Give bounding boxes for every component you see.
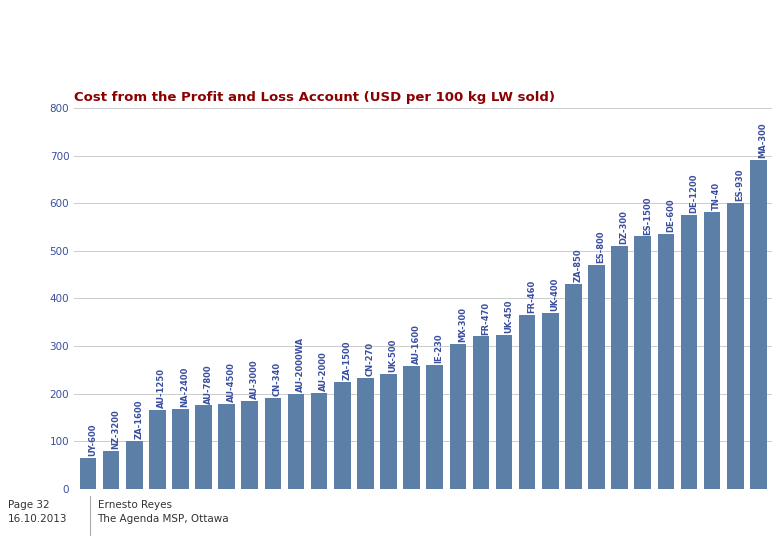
Bar [264,399,282,489]
Bar [519,315,536,489]
Text: DZ-300: DZ-300 [619,210,629,244]
Text: AU-3000: AU-3000 [250,359,259,399]
Text: ES-800: ES-800 [597,231,605,263]
Text: UK-400: UK-400 [550,278,559,310]
Text: AU-2000: AU-2000 [319,351,328,390]
Text: AU-1600: AU-1600 [412,324,420,364]
Text: IE-230: IE-230 [434,333,444,363]
Bar [242,401,258,489]
Bar [403,366,420,489]
Bar [750,160,767,489]
Bar [542,313,558,489]
Text: MA-300: MA-300 [758,123,768,158]
Bar [658,234,674,489]
Bar [727,203,743,489]
Text: Page 32
16.10.2013: Page 32 16.10.2013 [8,500,67,524]
Text: Cost from the Profit and Loss Account (USD per 100 kg LW sold): Cost from the Profit and Loss Account (U… [74,91,555,104]
Text: ZA-1500: ZA-1500 [342,340,351,380]
Text: DE-1200: DE-1200 [689,174,698,213]
Text: CN-340: CN-340 [273,362,282,396]
Text: UK-500: UK-500 [388,338,398,372]
Bar [357,379,374,489]
Bar [218,404,235,489]
Text: Cost from the Profit and Loss Account (USD per 100 kg LW sold): Cost from the Profit and Loss Account (U… [9,65,540,80]
Text: UY-600: UY-600 [88,423,97,456]
Text: AU-7800: AU-7800 [204,364,212,403]
Text: ZA-1600: ZA-1600 [134,400,144,439]
Text: ES-930: ES-930 [736,169,744,201]
Text: AU-2000WA: AU-2000WA [296,336,305,392]
Bar [380,374,397,489]
Bar [565,284,582,489]
Bar [704,212,721,489]
Bar [149,410,165,489]
Bar [334,382,350,489]
Text: DE-600: DE-600 [666,199,675,232]
Text: MX-300: MX-300 [458,307,466,342]
Text: AU-4500: AU-4500 [227,362,236,402]
Bar [496,335,512,489]
Bar [310,393,328,489]
Bar [449,343,466,489]
Text: NZ-3200: NZ-3200 [111,409,120,449]
Text: FR-470: FR-470 [481,301,490,334]
Text: AU-1250: AU-1250 [158,368,166,408]
Bar [288,394,304,489]
Text: CN-270: CN-270 [365,342,374,376]
Text: ES-1500: ES-1500 [643,196,652,234]
Bar [473,336,489,489]
Bar [195,406,212,489]
Text: Sheep: Sheep [9,22,68,40]
Text: FR-460: FR-460 [527,280,536,313]
Text: TN-40: TN-40 [712,182,721,210]
Bar [612,246,628,489]
Bar [126,441,143,489]
Bar [681,215,697,489]
Bar [427,365,443,489]
Bar [634,237,651,489]
Text: UK-450: UK-450 [504,300,513,333]
Bar [80,458,96,489]
Text: Ernesto Reyes
The Agenda MSP, Ottawa: Ernesto Reyes The Agenda MSP, Ottawa [98,500,229,524]
Text: NA-2400: NA-2400 [180,367,190,407]
Bar [588,265,604,489]
Bar [172,409,189,489]
Text: ZA-850: ZA-850 [573,248,583,282]
Bar [103,450,119,489]
